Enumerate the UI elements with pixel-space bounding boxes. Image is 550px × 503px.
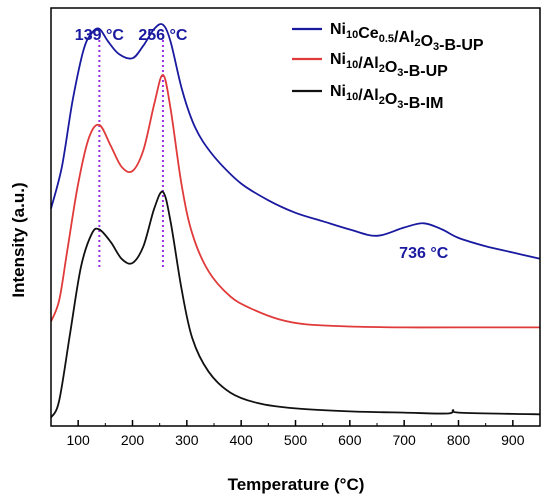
x-tick-label: 200 [121,432,145,448]
x-tick-label: 500 [284,432,308,448]
plot-frame [50,7,541,427]
series-line-ni10-b-up [50,73,540,329]
peak-reference-lines [98,40,164,270]
x-tick-label: 300 [175,432,199,448]
x-tick-label: 400 [229,432,253,448]
x-axis-title: Temperature (°C) [228,475,365,494]
x-tick-label: 600 [338,432,362,448]
legend-entry-label: Ni10/Al2O3-B-IM [330,83,443,112]
x-tick-label: 100 [66,432,90,448]
peak-annotation-label: 256 °C [138,27,188,44]
peak-annotation-label: 139 °C [75,27,125,44]
series-line-ni10ce05-b-up [50,23,541,260]
legend-entry-label: Ni10/Al2O3-B-UP [330,51,448,80]
y-axis-title: Intensity (a.u.) [9,182,28,297]
legend-entry-label: Ni10Ce0.5/Al2O3-B-UP [330,21,484,54]
x-tick-label: 900 [501,432,525,448]
series-line-ni10-b-im [50,190,541,419]
peak-annotations: 139 °C 256 °C 736 °C [75,27,449,262]
peak-annotation-label: 736 °C [399,245,449,262]
axes: 100 200 300 400 500 600 700 800 900 [50,7,541,448]
series-lines [50,23,541,419]
x-tick-label: 800 [447,432,471,448]
x-tick-label: 700 [392,432,416,448]
